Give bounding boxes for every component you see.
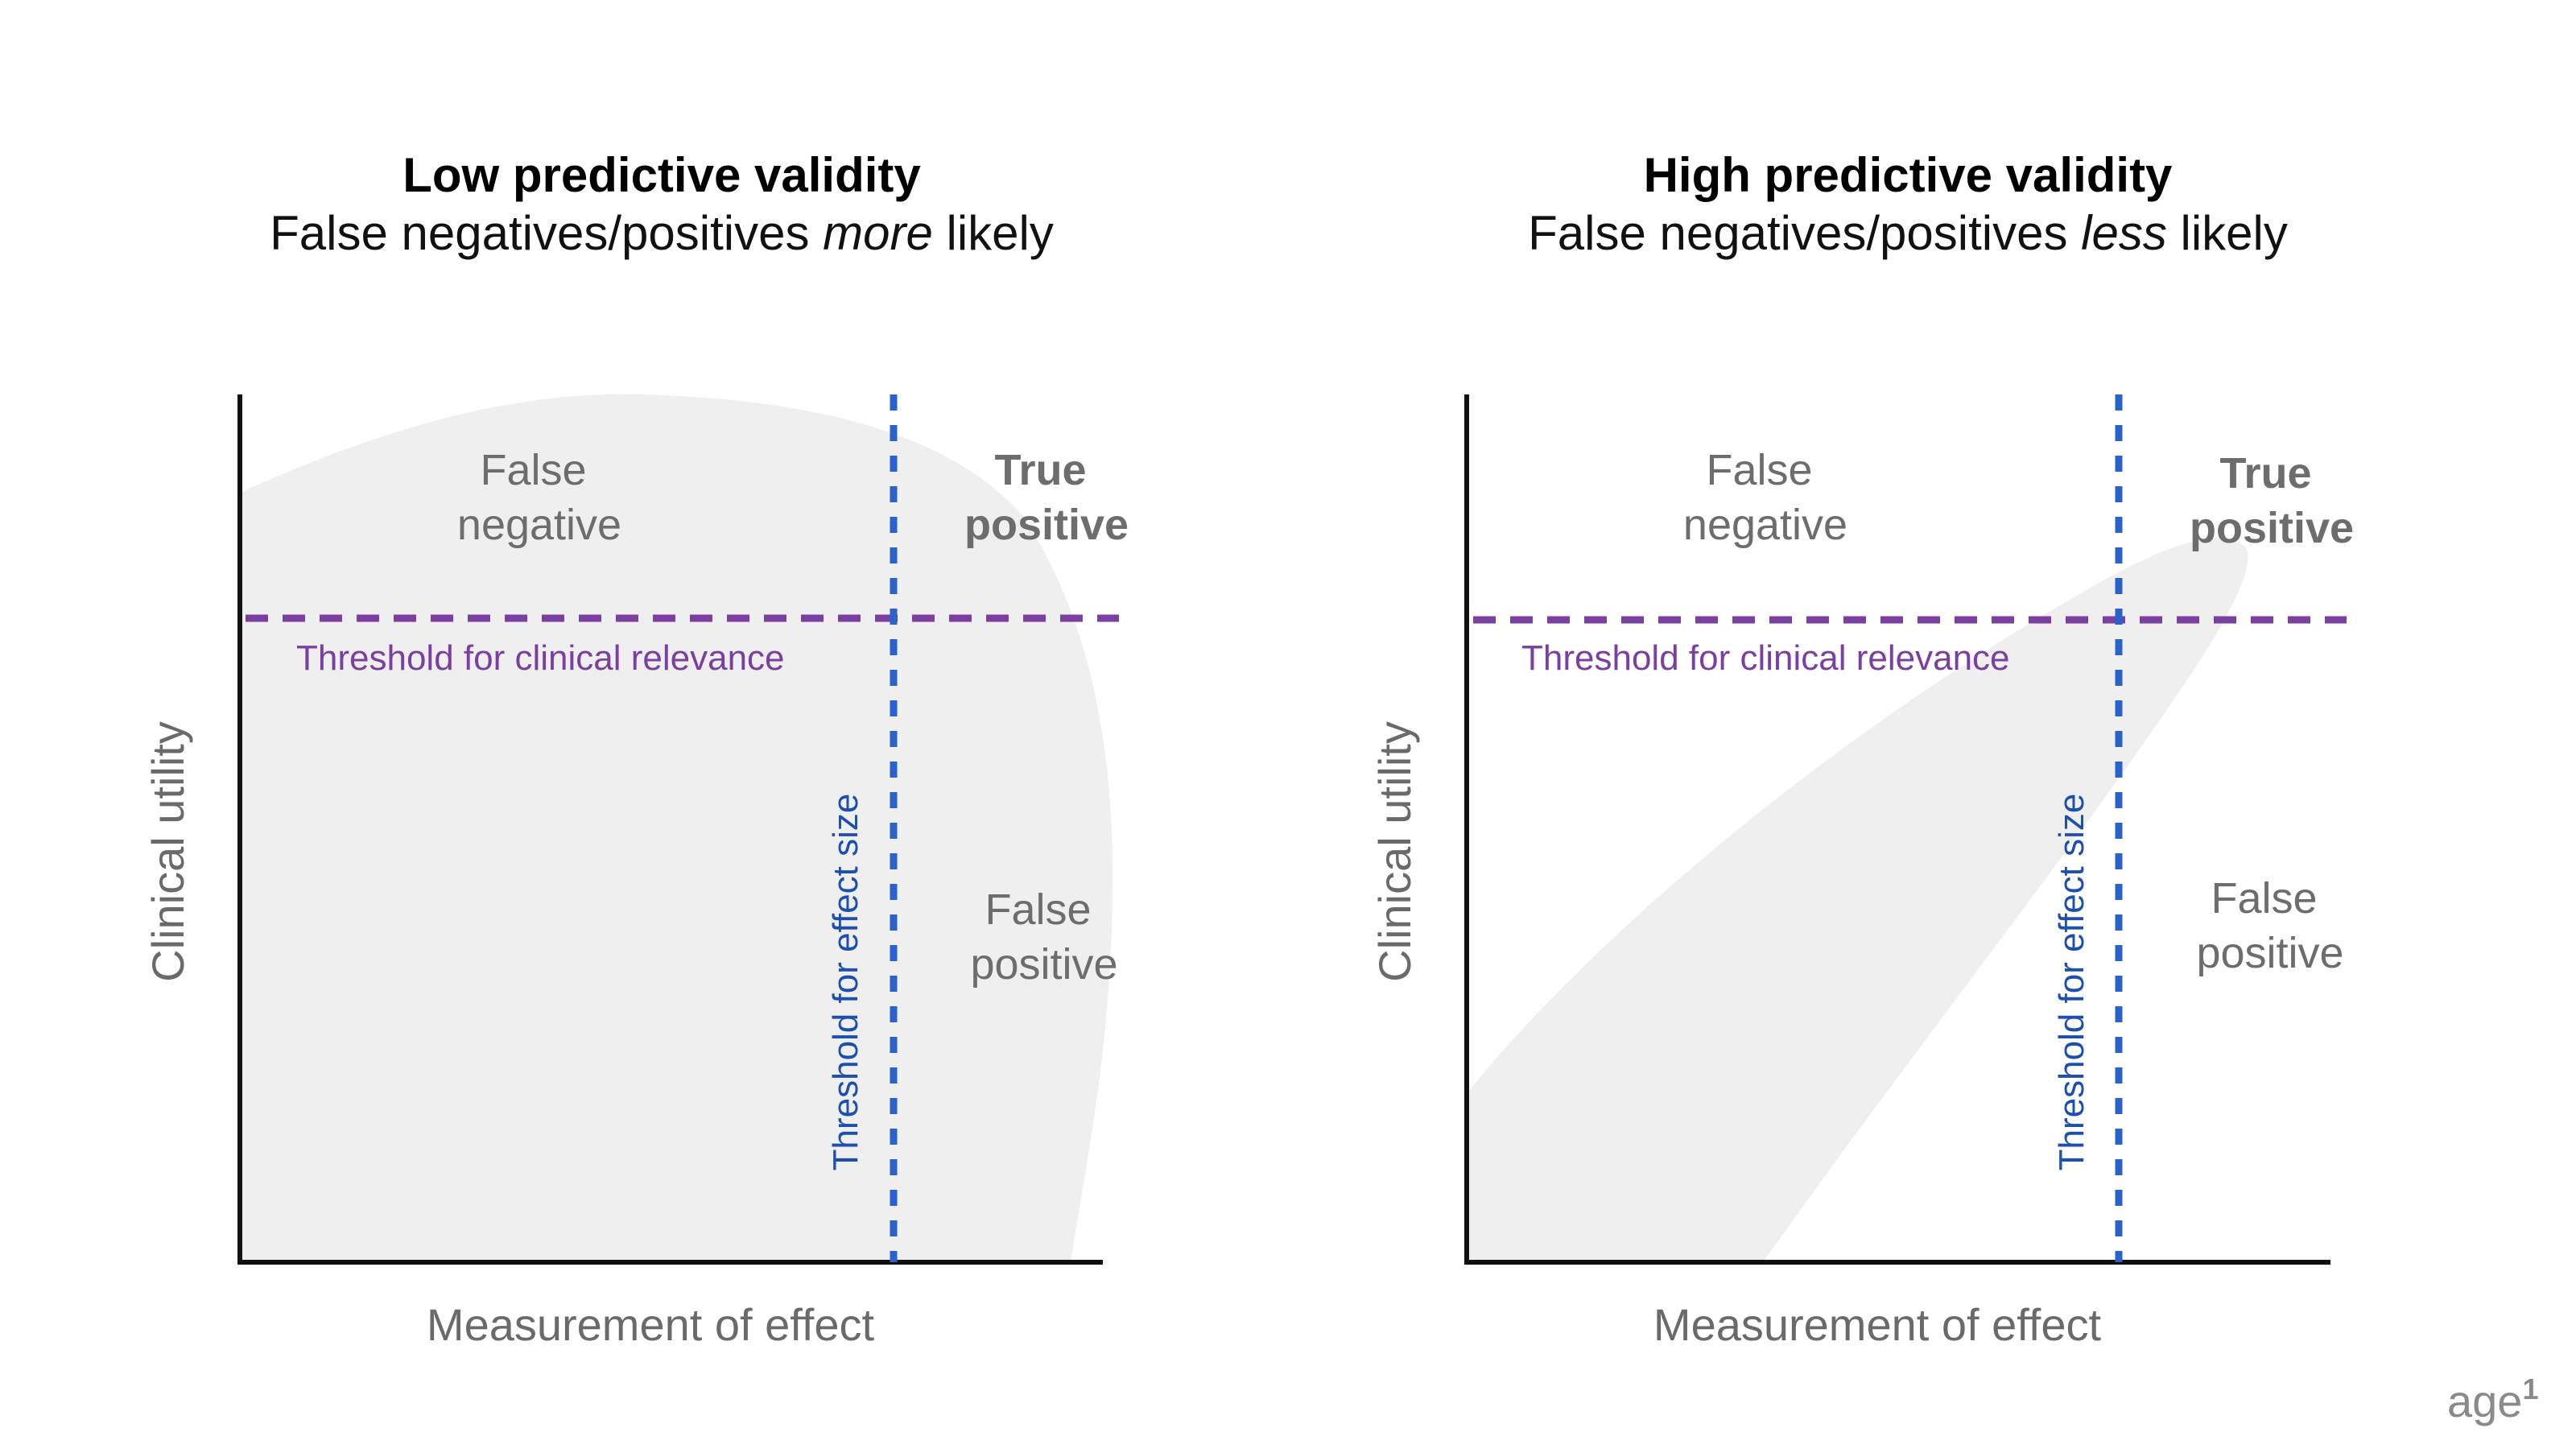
false-negative-label: False negative: [1683, 446, 1847, 549]
x-axis-label: Measurement of effect: [1653, 1299, 2102, 1350]
distribution-cloud: [1467, 538, 2248, 1262]
y-axis-label: Clinical utility: [142, 721, 193, 982]
effect-size-threshold-label: Threshold for effect size: [826, 794, 865, 1171]
effect-size-threshold-label: Threshold for effect size: [2052, 794, 2091, 1171]
panel-low-validity: Low predictive validity False negatives/…: [142, 148, 1129, 1350]
clinical-relevance-threshold-label: Threshold for clinical relevance: [1521, 638, 2010, 678]
panel-subtitle: False negatives/positives more likely: [270, 206, 1054, 260]
false-positive-label: False positive: [970, 885, 1117, 989]
y-axis-label: Clinical utility: [1369, 721, 1420, 982]
false-positive-label: False positive: [2196, 874, 2343, 977]
panel-title: High predictive validity: [1644, 148, 2173, 202]
brand-logo: age1: [2447, 1373, 2538, 1426]
logo-text: age1: [2447, 1373, 2538, 1426]
panel-title: Low predictive validity: [402, 148, 921, 202]
panel-high-validity: High predictive validity False negatives…: [1369, 148, 2354, 1350]
true-positive-label: True positive: [964, 446, 1129, 549]
false-negative-label: False negative: [457, 446, 621, 549]
true-positive-label: True positive: [2190, 449, 2354, 552]
panel-subtitle: False negatives/positives less likely: [1528, 206, 2288, 260]
clinical-relevance-threshold-label: Threshold for clinical relevance: [296, 638, 785, 678]
x-axis-label: Measurement of effect: [427, 1299, 875, 1350]
